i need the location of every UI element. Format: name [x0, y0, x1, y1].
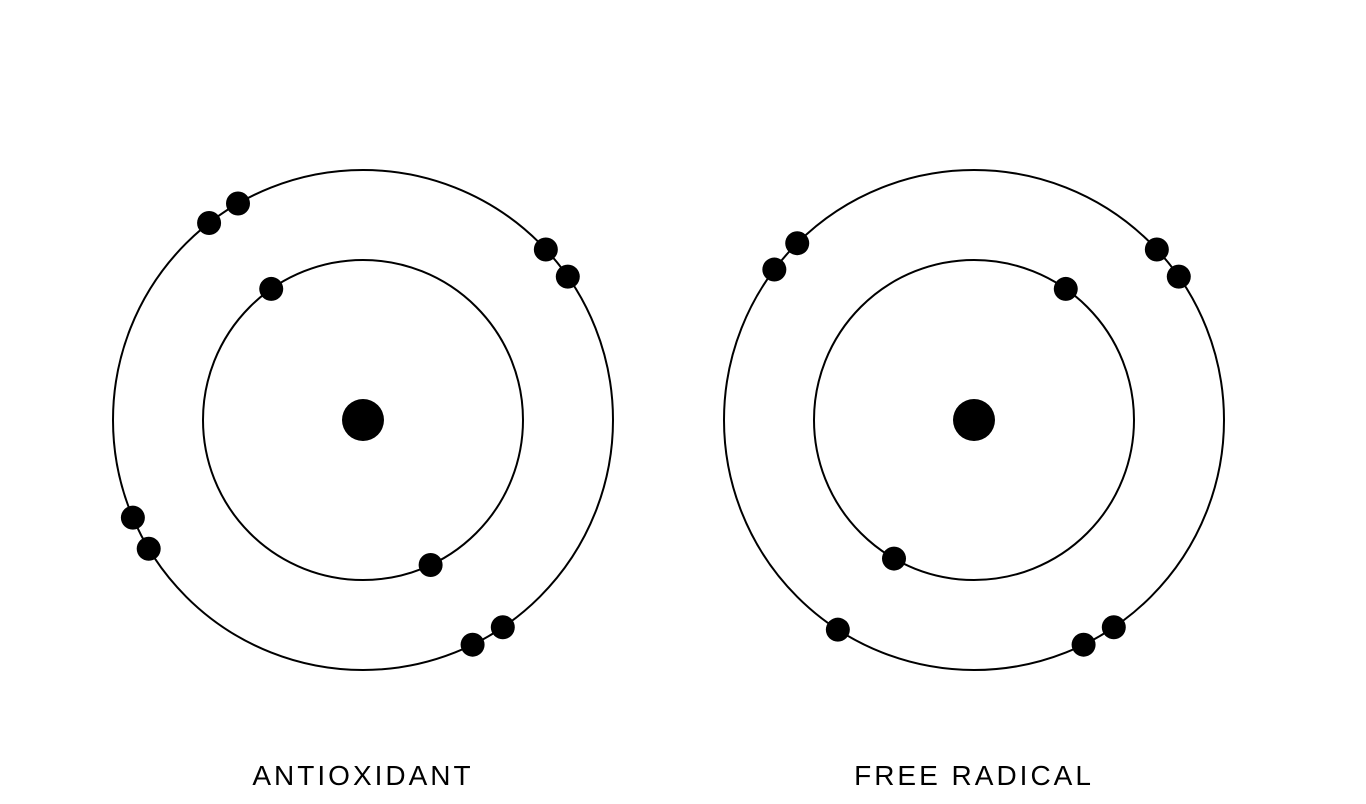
- free-radical-electron-r1-6: [1145, 238, 1169, 262]
- antioxidant-electron-r1-7: [534, 238, 558, 262]
- free-radical-electron-r0-1: [1054, 277, 1078, 301]
- free-radical-electron-r1-0: [1072, 633, 1096, 657]
- free-radical-label: FREE RADICAL: [854, 760, 1094, 792]
- free-radical-nucleus: [953, 399, 995, 441]
- antioxidant-nucleus: [342, 399, 384, 441]
- free-radical-electron-r1-4: [785, 231, 809, 255]
- antioxidant-electron-r1-0: [461, 633, 485, 657]
- free-radical-electron-r1-2: [826, 618, 850, 642]
- diagram-canvas: ANTIOXIDANT FREE RADICAL: [0, 0, 1366, 804]
- antioxidant-electron-r1-1: [491, 615, 515, 639]
- free-radical-electron-r1-3: [762, 258, 786, 282]
- antioxidant-electron-r0-1: [259, 277, 283, 301]
- free-radical-electron-r0-0: [882, 547, 906, 571]
- free-radical-electron-r1-1: [1102, 615, 1126, 639]
- free-radical-electron-r1-5: [1167, 265, 1191, 289]
- antioxidant-electron-r1-6: [556, 265, 580, 289]
- atoms-svg: [0, 0, 1366, 804]
- antioxidant-electron-r0-0: [419, 553, 443, 577]
- antioxidant-electron-r1-5: [197, 211, 221, 235]
- antioxidant-electron-r1-3: [137, 537, 161, 561]
- antioxidant-label: ANTIOXIDANT: [252, 760, 473, 792]
- antioxidant-electron-r1-4: [226, 191, 250, 215]
- antioxidant-electron-r1-2: [121, 506, 145, 530]
